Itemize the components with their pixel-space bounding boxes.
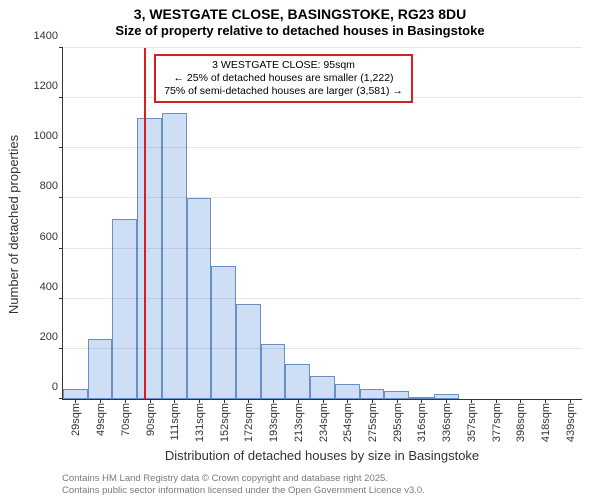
annotation-line-3: 75% of semi-detached houses are larger (… [164, 85, 403, 98]
y-tick-label: 400 [40, 281, 63, 293]
x-tick-label: 193sqm [266, 399, 280, 442]
x-tick-label: 295sqm [390, 399, 404, 442]
bar-slot: 49sqm [88, 48, 113, 399]
bar [162, 113, 187, 399]
plot-area: 29sqm49sqm70sqm90sqm111sqm131sqm152sqm17… [62, 48, 582, 400]
bar [236, 304, 261, 399]
bar-slot: 439sqm [557, 48, 582, 399]
gridline [63, 348, 582, 349]
x-tick-label: 234sqm [316, 399, 330, 442]
bar-slot: 336sqm [434, 48, 459, 399]
footer-line-2: Contains public sector information licen… [62, 485, 425, 496]
bar [310, 376, 335, 399]
y-tick-label: 1200 [34, 80, 63, 92]
annotation-line-2: ← 25% of detached houses are smaller (1,… [164, 72, 403, 85]
bar [211, 266, 236, 399]
x-tick-label: 377sqm [489, 399, 503, 442]
y-tick-label: 200 [40, 331, 63, 343]
bar [112, 219, 137, 400]
y-tick-label: 0 [52, 381, 63, 393]
bar [137, 118, 162, 399]
bar-slot: 398sqm [508, 48, 533, 399]
bar [187, 198, 212, 399]
gridline [63, 47, 582, 48]
x-tick-label: 152sqm [217, 399, 231, 442]
x-tick-label: 29sqm [68, 399, 82, 436]
x-tick-label: 275sqm [365, 399, 379, 442]
y-tick-mark [59, 398, 63, 399]
bar [360, 389, 385, 399]
x-tick-label: 439sqm [563, 399, 577, 442]
bar [285, 364, 310, 399]
gridline [63, 147, 582, 148]
x-tick-label: 336sqm [439, 399, 453, 442]
x-tick-label: 213sqm [291, 399, 305, 442]
annotation-box: 3 WESTGATE CLOSE: 95sqm← 25% of detached… [154, 54, 413, 103]
y-tick-label: 600 [40, 231, 63, 243]
bar-slot: 357sqm [459, 48, 484, 399]
x-tick-label: 70sqm [118, 399, 132, 436]
bar-slot: 70sqm [112, 48, 137, 399]
histogram-chart: 3, WESTGATE CLOSE, BASINGSTOKE, RG23 8DU… [0, 0, 600, 500]
y-axis-label: Number of detached properties [6, 48, 22, 400]
x-tick-label: 172sqm [241, 399, 255, 442]
bar [335, 384, 360, 399]
gridline [63, 197, 582, 198]
bar [261, 344, 286, 399]
bar [63, 389, 88, 399]
y-tick-label: 1000 [34, 130, 63, 142]
attribution-footer: Contains HM Land Registry data © Crown c… [62, 473, 425, 496]
chart-title: 3, WESTGATE CLOSE, BASINGSTOKE, RG23 8DU… [0, 0, 600, 38]
gridline [63, 298, 582, 299]
x-tick-label: 131sqm [192, 399, 206, 442]
bar [384, 391, 409, 399]
x-axis-label: Distribution of detached houses by size … [62, 448, 582, 463]
gridline [63, 248, 582, 249]
x-tick-label: 111sqm [167, 399, 181, 441]
x-tick-label: 316sqm [414, 399, 428, 442]
footer-line-1: Contains HM Land Registry data © Crown c… [62, 473, 425, 484]
y-tick-label: 800 [40, 180, 63, 192]
bar-slot: 29sqm [63, 48, 88, 399]
x-tick-label: 90sqm [143, 399, 157, 436]
x-tick-label: 357sqm [464, 399, 478, 442]
title-line-1: 3, WESTGATE CLOSE, BASINGSTOKE, RG23 8DU [0, 6, 600, 23]
x-tick-label: 398sqm [513, 399, 527, 442]
title-line-2: Size of property relative to detached ho… [0, 23, 600, 39]
y-tick-label: 1400 [34, 30, 63, 42]
x-tick-label: 418sqm [538, 399, 552, 442]
annotation-line-1: 3 WESTGATE CLOSE: 95sqm [164, 59, 403, 72]
x-tick-label: 254sqm [340, 399, 354, 442]
bar-slot: 377sqm [483, 48, 508, 399]
x-tick-label: 49sqm [93, 399, 107, 436]
bar-slot: 418sqm [533, 48, 558, 399]
property-marker-line [144, 48, 146, 399]
